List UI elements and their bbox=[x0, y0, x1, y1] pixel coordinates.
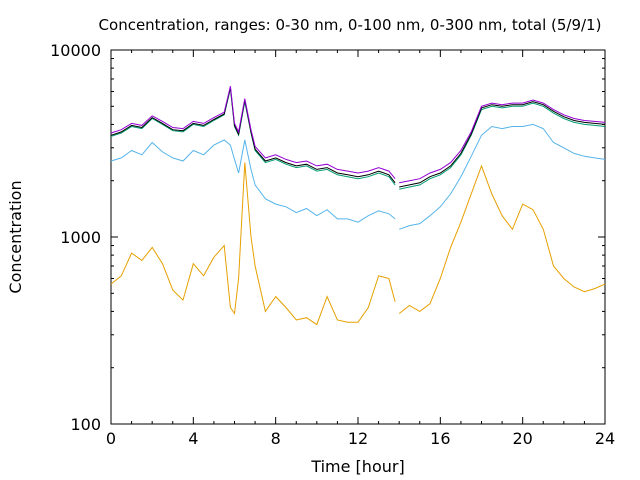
ticks: 0 4 8 12 16 20 24 100 1000 10000 bbox=[50, 41, 615, 448]
x-tick-label: 24 bbox=[595, 429, 615, 448]
series-line-1-segment-2 bbox=[398, 164, 606, 314]
y-tick-label: 1000 bbox=[60, 228, 101, 247]
x-tick-label: 12 bbox=[348, 429, 368, 448]
series-line-1-segment-1 bbox=[110, 162, 396, 326]
plot-frame bbox=[110, 49, 606, 425]
series-line-2-segment-1 bbox=[110, 139, 396, 223]
y-axis-label: Concentration bbox=[6, 180, 25, 293]
series-line-4-segment-2 bbox=[399, 101, 606, 188]
series-line-5-segment-2 bbox=[399, 99, 606, 184]
x-tick-label: 20 bbox=[512, 429, 532, 448]
x-tick-label: 8 bbox=[271, 429, 281, 448]
series-layer bbox=[110, 86, 606, 326]
series-line-3-segment-2 bbox=[399, 102, 606, 190]
series-line-5-segment-1 bbox=[110, 86, 396, 180]
y-tick-label: 100 bbox=[70, 415, 101, 434]
series-line-2-segment-2 bbox=[399, 123, 606, 230]
x-tick-label: 0 bbox=[106, 429, 116, 448]
series-line-4-segment-1 bbox=[110, 87, 396, 184]
y-tick-label: 10000 bbox=[50, 41, 101, 60]
x-axis-label: Time [hour] bbox=[310, 457, 404, 476]
x-tick-label: 16 bbox=[430, 429, 450, 448]
x-tick-label: 4 bbox=[188, 429, 198, 448]
chart-title: Concentration, ranges: 0-30 nm, 0-100 nm… bbox=[99, 16, 602, 34]
